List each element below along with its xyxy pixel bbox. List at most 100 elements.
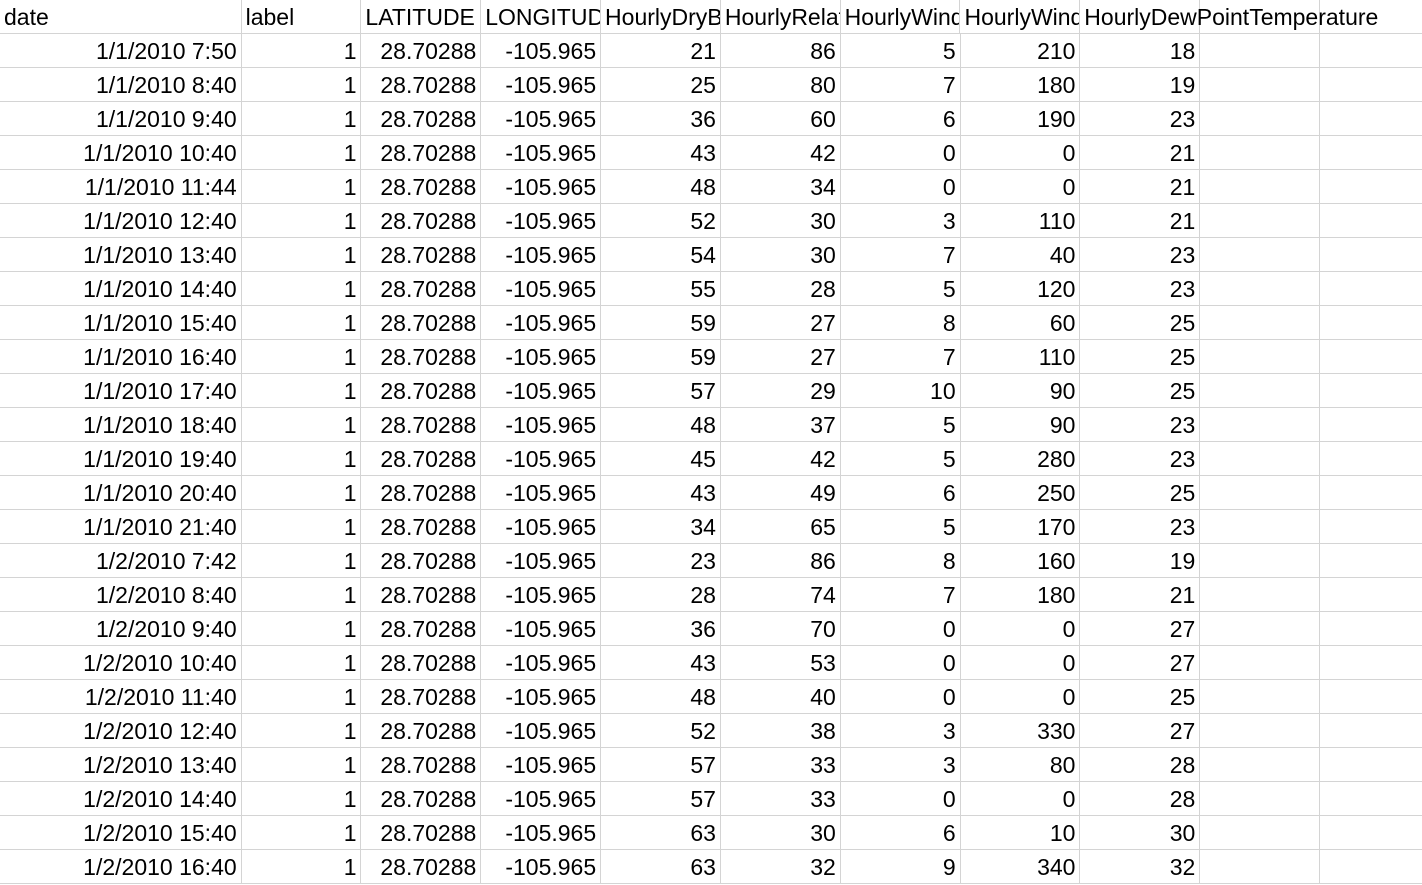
cell-empty[interactable] <box>1200 238 1321 272</box>
cell-empty[interactable] <box>1200 612 1321 646</box>
cell-date[interactable]: 1/2/2010 8:40 <box>0 578 242 612</box>
cell-hourly-relative-humidity[interactable]: 70 <box>720 612 841 646</box>
cell-empty[interactable] <box>1320 408 1422 442</box>
cell-longitude[interactable]: -105.965 <box>481 136 602 170</box>
cell-hourly-dry-bulb-temperature[interactable]: 21 <box>601 34 721 68</box>
cell-hourly-dew-point-temperature[interactable]: 23 <box>1080 408 1201 442</box>
cell-hourly-wind-speed[interactable]: 8 <box>840 544 961 578</box>
cell-hourly-dew-point-temperature[interactable]: 27 <box>1080 646 1201 680</box>
cell-latitude[interactable]: 28.70288 <box>361 374 482 408</box>
cell-empty[interactable] <box>1200 102 1321 136</box>
cell-longitude[interactable]: -105.965 <box>481 238 602 272</box>
cell-label[interactable]: 1 <box>241 646 362 680</box>
cell-empty[interactable] <box>1320 170 1422 204</box>
cell-date[interactable]: 1/1/2010 12:40 <box>0 204 242 238</box>
cell-longitude[interactable]: -105.965 <box>481 544 602 578</box>
cell-date[interactable]: 1/1/2010 19:40 <box>0 442 242 476</box>
cell-hourly-dew-point-temperature[interactable]: 25 <box>1080 680 1201 714</box>
cell-hourly-relative-humidity[interactable]: 60 <box>720 102 841 136</box>
column-header-date[interactable]: date <box>0 0 242 34</box>
cell-hourly-relative-humidity[interactable]: 30 <box>720 816 841 850</box>
cell-longitude[interactable]: -105.965 <box>481 204 602 238</box>
cell-hourly-dry-bulb-temperature[interactable]: 28 <box>601 578 721 612</box>
cell-empty[interactable] <box>1200 476 1321 510</box>
cell-longitude[interactable]: -105.965 <box>481 408 602 442</box>
cell-label[interactable]: 1 <box>241 850 362 884</box>
cell-hourly-wind-speed[interactable]: 6 <box>840 816 961 850</box>
cell-empty[interactable] <box>1320 646 1422 680</box>
cell-hourly-relative-humidity[interactable]: 42 <box>720 136 841 170</box>
cell-hourly-wind-speed[interactable]: 5 <box>840 34 961 68</box>
cell-hourly-wind-direction[interactable]: 0 <box>960 646 1081 680</box>
cell-hourly-wind-speed[interactable]: 5 <box>840 442 961 476</box>
cell-hourly-wind-direction[interactable]: 60 <box>960 306 1081 340</box>
cell-hourly-relative-humidity[interactable]: 29 <box>720 374 841 408</box>
cell-hourly-relative-humidity[interactable]: 30 <box>720 204 841 238</box>
cell-empty[interactable] <box>1200 408 1321 442</box>
cell-hourly-relative-humidity[interactable]: 27 <box>720 306 841 340</box>
cell-date[interactable]: 1/2/2010 13:40 <box>0 748 242 782</box>
cell-label[interactable]: 1 <box>241 272 362 306</box>
cell-hourly-relative-humidity[interactable]: 40 <box>720 680 841 714</box>
cell-hourly-dry-bulb-temperature[interactable]: 48 <box>601 680 721 714</box>
cell-label[interactable]: 1 <box>241 510 362 544</box>
cell-empty[interactable] <box>1320 612 1422 646</box>
cell-hourly-dew-point-temperature[interactable]: 18 <box>1080 34 1201 68</box>
cell-date[interactable]: 1/2/2010 12:40 <box>0 714 242 748</box>
cell-empty[interactable] <box>1320 748 1422 782</box>
cell-hourly-wind-speed[interactable]: 7 <box>840 68 961 102</box>
cell-hourly-wind-speed[interactable]: 0 <box>840 612 961 646</box>
cell-latitude[interactable]: 28.70288 <box>361 136 482 170</box>
cell-empty[interactable] <box>1320 204 1422 238</box>
cell-date[interactable]: 1/1/2010 16:40 <box>0 340 242 374</box>
cell-hourly-relative-humidity[interactable]: 33 <box>720 748 841 782</box>
cell-date[interactable]: 1/1/2010 9:40 <box>0 102 242 136</box>
cell-hourly-wind-direction[interactable]: 210 <box>960 34 1081 68</box>
cell-hourly-relative-humidity[interactable]: 27 <box>720 340 841 374</box>
cell-hourly-wind-direction[interactable]: 0 <box>960 612 1081 646</box>
cell-longitude[interactable]: -105.965 <box>481 714 602 748</box>
cell-hourly-wind-speed[interactable]: 5 <box>840 272 961 306</box>
cell-empty[interactable] <box>1320 578 1422 612</box>
cell-latitude[interactable]: 28.70288 <box>361 748 482 782</box>
cell-longitude[interactable]: -105.965 <box>481 34 602 68</box>
cell-date[interactable]: 1/1/2010 14:40 <box>0 272 242 306</box>
cell-longitude[interactable]: -105.965 <box>481 340 602 374</box>
cell-hourly-dew-point-temperature[interactable]: 25 <box>1080 476 1201 510</box>
cell-latitude[interactable]: 28.70288 <box>361 476 482 510</box>
cell-label[interactable]: 1 <box>241 136 362 170</box>
cell-date[interactable]: 1/1/2010 15:40 <box>0 306 242 340</box>
cell-latitude[interactable]: 28.70288 <box>361 782 482 816</box>
cell-label[interactable]: 1 <box>241 306 362 340</box>
cell-hourly-wind-speed[interactable]: 7 <box>840 340 961 374</box>
cell-hourly-relative-humidity[interactable]: 30 <box>720 238 841 272</box>
cell-label[interactable]: 1 <box>241 578 362 612</box>
column-header-hourly-dry-bulb-temperature[interactable]: HourlyDryBulbTemperature <box>601 0 721 34</box>
cell-latitude[interactable]: 28.70288 <box>361 544 482 578</box>
cell-date[interactable]: 1/1/2010 11:44 <box>0 170 242 204</box>
cell-hourly-dry-bulb-temperature[interactable]: 63 <box>601 850 721 884</box>
cell-hourly-dry-bulb-temperature[interactable]: 57 <box>601 782 721 816</box>
cell-hourly-dew-point-temperature[interactable]: 25 <box>1080 340 1201 374</box>
cell-hourly-wind-direction[interactable]: 40 <box>960 238 1081 272</box>
cell-hourly-dry-bulb-temperature[interactable]: 57 <box>601 748 721 782</box>
cell-hourly-dry-bulb-temperature[interactable]: 59 <box>601 306 721 340</box>
cell-hourly-dew-point-temperature[interactable]: 27 <box>1080 714 1201 748</box>
cell-empty[interactable] <box>1320 680 1422 714</box>
cell-hourly-wind-speed[interactable]: 0 <box>840 170 961 204</box>
cell-hourly-wind-direction[interactable]: 0 <box>960 136 1081 170</box>
cell-latitude[interactable]: 28.70288 <box>361 340 482 374</box>
cell-hourly-wind-direction[interactable]: 280 <box>960 442 1081 476</box>
cell-empty[interactable] <box>1320 510 1422 544</box>
cell-date[interactable]: 1/1/2010 13:40 <box>0 238 242 272</box>
cell-hourly-relative-humidity[interactable]: 86 <box>720 544 841 578</box>
cell-empty[interactable] <box>1320 340 1422 374</box>
cell-hourly-wind-speed[interactable]: 3 <box>840 204 961 238</box>
cell-latitude[interactable]: 28.70288 <box>361 646 482 680</box>
cell-date[interactable]: 1/1/2010 10:40 <box>0 136 242 170</box>
cell-latitude[interactable]: 28.70288 <box>361 816 482 850</box>
cell-latitude[interactable]: 28.70288 <box>361 714 482 748</box>
cell-empty[interactable] <box>1200 306 1321 340</box>
cell-label[interactable]: 1 <box>241 34 362 68</box>
column-header-hourly-wind-speed[interactable]: HourlyWindSpeed <box>840 0 961 34</box>
